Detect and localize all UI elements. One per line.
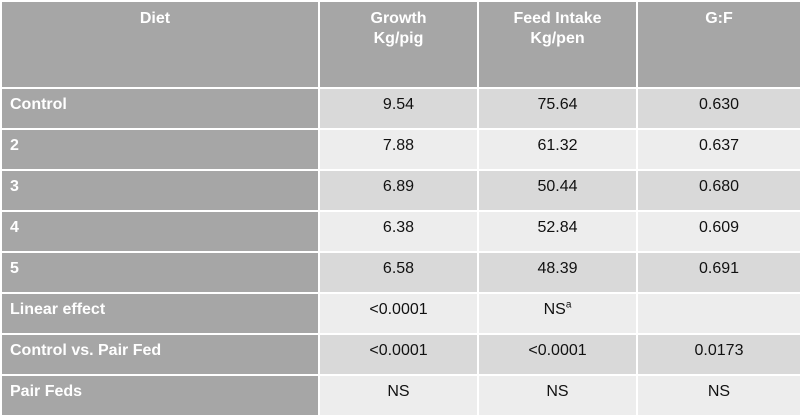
- growth-cell: NS: [318, 374, 479, 417]
- table-row: 3 6.89 50.44 0.680: [0, 169, 800, 212]
- gf-cell: 0.609: [636, 210, 800, 253]
- feed-cell: 52.84: [477, 210, 638, 253]
- header-row: Diet Growth Kg/pig Feed Intake Kg/pen G:…: [0, 0, 800, 89]
- feed-cell: 75.64: [477, 87, 638, 130]
- feed-cell: 48.39: [477, 251, 638, 294]
- header-feed-intake: Feed Intake Kg/pen: [477, 0, 638, 89]
- table-row: Linear effect <0.0001 NSa: [0, 292, 800, 335]
- header-gf: G:F: [636, 0, 800, 89]
- table-row: Pair Feds NS NS NS: [0, 374, 800, 417]
- row-label: 2: [0, 128, 320, 171]
- gf-cell: 0.637: [636, 128, 800, 171]
- feed-cell: NSa: [477, 292, 638, 335]
- header-diet: Diet: [0, 0, 320, 89]
- header-growth: Growth Kg/pig: [318, 0, 479, 89]
- table-row: Control 9.54 75.64 0.630: [0, 87, 800, 130]
- header-feed-title: Feed Intake: [513, 10, 602, 27]
- table-row: 4 6.38 52.84 0.609: [0, 210, 800, 253]
- table-row: 5 6.58 48.39 0.691: [0, 251, 800, 294]
- feed-cell: NS: [477, 374, 638, 417]
- gf-cell: [636, 292, 800, 335]
- growth-cell: 7.88: [318, 128, 479, 171]
- row-label: 5: [0, 251, 320, 294]
- row-label: Control vs. Pair Fed: [0, 333, 320, 376]
- gf-cell: 0.691: [636, 251, 800, 294]
- growth-cell: 6.89: [318, 169, 479, 212]
- growth-cell: <0.0001: [318, 333, 479, 376]
- growth-cell: 9.54: [318, 87, 479, 130]
- row-label: Pair Feds: [0, 374, 320, 417]
- row-label: Control: [0, 87, 320, 130]
- row-label: 3: [0, 169, 320, 212]
- gf-cell: 0.630: [636, 87, 800, 130]
- feed-cell: 50.44: [477, 169, 638, 212]
- header-growth-unit: Kg/pig: [373, 30, 424, 47]
- row-label: Linear effect: [0, 292, 320, 335]
- footnote-marker: a: [565, 299, 572, 311]
- gf-cell: NS: [636, 374, 800, 417]
- gf-cell: 0.680: [636, 169, 800, 212]
- header-feed-unit: Kg/pen: [530, 30, 585, 47]
- feed-value: NS: [543, 301, 566, 318]
- header-growth-title: Growth: [370, 10, 427, 27]
- growth-cell: 6.38: [318, 210, 479, 253]
- feed-cell: <0.0001: [477, 333, 638, 376]
- feed-cell: 61.32: [477, 128, 638, 171]
- growth-cell: 6.58: [318, 251, 479, 294]
- table-row: Control vs. Pair Fed <0.0001 <0.0001 0.0…: [0, 333, 800, 376]
- table-row: 2 7.88 61.32 0.637: [0, 128, 800, 171]
- growth-cell: <0.0001: [318, 292, 479, 335]
- row-label: 4: [0, 210, 320, 253]
- gf-cell: 0.0173: [636, 333, 800, 376]
